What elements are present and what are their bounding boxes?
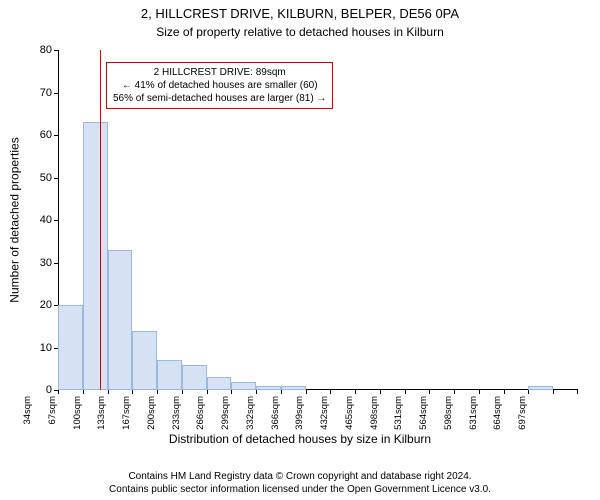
x-tick-mark	[231, 390, 232, 394]
x-tick-mark	[479, 390, 480, 394]
y-tick-label: 10	[22, 342, 52, 354]
footer-line-1: Contains HM Land Registry data © Crown c…	[0, 471, 600, 484]
y-tick-mark	[54, 220, 58, 221]
x-tick-mark	[553, 390, 554, 394]
histogram-bar	[83, 122, 108, 390]
x-tick-label: 233sqm	[171, 396, 182, 436]
y-tick-mark	[54, 50, 58, 51]
chart-area: 0102030405060708034sqm67sqm100sqm133sqm1…	[58, 50, 578, 390]
histogram-bar	[182, 365, 207, 391]
x-tick-mark	[132, 390, 133, 394]
x-tick-label: 399sqm	[294, 396, 305, 436]
x-tick-mark	[454, 390, 455, 394]
histogram-bar	[157, 360, 182, 390]
x-tick-mark	[504, 390, 505, 394]
histogram-bar	[281, 386, 306, 390]
y-tick-label: 60	[22, 129, 52, 141]
histogram-bar	[256, 386, 281, 390]
x-tick-mark	[528, 390, 529, 394]
info-box: 2 HILLCREST DRIVE: 89sqm← 41% of detache…	[106, 62, 333, 109]
x-tick-label: 100sqm	[72, 396, 83, 436]
x-tick-mark	[405, 390, 406, 394]
x-tick-label: 266sqm	[195, 396, 206, 436]
y-tick-label: 30	[22, 257, 52, 269]
histogram-bar	[108, 250, 133, 390]
x-tick-label: 167sqm	[121, 396, 132, 436]
footer-line-2: Contains public sector information licen…	[0, 484, 600, 497]
x-tick-mark	[281, 390, 282, 394]
info-box-line: 2 HILLCREST DRIVE: 89sqm	[113, 66, 326, 79]
reference-line	[100, 50, 101, 390]
y-tick-label: 80	[22, 44, 52, 56]
x-tick-label: 366sqm	[270, 396, 281, 436]
x-tick-label: 697sqm	[517, 396, 528, 436]
x-tick-label: 598sqm	[443, 396, 454, 436]
x-tick-label: 465sqm	[344, 396, 355, 436]
x-tick-label: 498sqm	[369, 396, 380, 436]
info-box-line: 56% of semi-detached houses are larger (…	[113, 92, 326, 105]
x-tick-mark	[306, 390, 307, 394]
x-tick-label: 432sqm	[319, 396, 330, 436]
y-axis-label: Number of detached properties	[8, 50, 22, 390]
y-tick-mark	[54, 178, 58, 179]
page-title: 2, HILLCREST DRIVE, KILBURN, BELPER, DE5…	[0, 0, 600, 23]
y-tick-label: 40	[22, 214, 52, 226]
x-tick-mark	[207, 390, 208, 394]
y-tick-mark	[54, 135, 58, 136]
y-tick-label: 50	[22, 172, 52, 184]
x-tick-label: 332sqm	[245, 396, 256, 436]
histogram-bar	[58, 305, 83, 390]
x-tick-mark	[58, 390, 59, 394]
x-axis-label: Distribution of detached houses by size …	[0, 432, 600, 446]
x-tick-mark	[330, 390, 331, 394]
x-tick-mark	[380, 390, 381, 394]
y-tick-mark	[54, 93, 58, 94]
x-tick-label: 531sqm	[393, 396, 404, 436]
footer-attribution: Contains HM Land Registry data © Crown c…	[0, 471, 600, 496]
x-tick-label: 631sqm	[468, 396, 479, 436]
y-tick-mark	[54, 263, 58, 264]
x-tick-label: 34sqm	[22, 396, 33, 436]
y-tick-label: 20	[22, 299, 52, 311]
page-subtitle: Size of property relative to detached ho…	[0, 23, 600, 39]
x-tick-mark	[108, 390, 109, 394]
histogram-bar	[231, 382, 256, 391]
x-tick-mark	[256, 390, 257, 394]
x-tick-label: 200sqm	[146, 396, 157, 436]
x-tick-mark	[182, 390, 183, 394]
x-tick-mark	[157, 390, 158, 394]
histogram-bar	[528, 386, 553, 390]
x-tick-label: 299sqm	[220, 396, 231, 436]
y-tick-label: 0	[22, 384, 52, 396]
x-tick-label: 133sqm	[96, 396, 107, 436]
x-tick-label: 664sqm	[492, 396, 503, 436]
x-tick-mark	[429, 390, 430, 394]
y-tick-label: 70	[22, 87, 52, 99]
x-tick-label: 564sqm	[418, 396, 429, 436]
x-tick-label: 67sqm	[47, 396, 58, 436]
histogram-bar	[132, 331, 157, 391]
x-tick-mark	[355, 390, 356, 394]
info-box-line: ← 41% of detached houses are smaller (60…	[113, 79, 326, 92]
x-tick-mark	[577, 390, 578, 394]
histogram-bar	[207, 377, 232, 390]
x-tick-mark	[83, 390, 84, 394]
